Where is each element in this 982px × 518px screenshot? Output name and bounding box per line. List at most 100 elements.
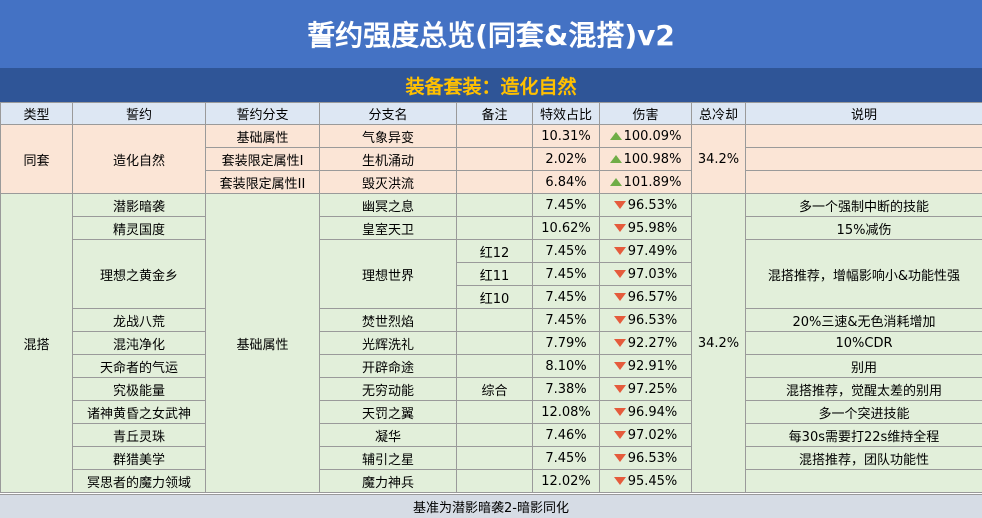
note-cell xyxy=(457,332,533,355)
note-cell xyxy=(457,401,533,424)
effect-pct-cell: 8.10% xyxy=(533,355,600,378)
vow-cell: 青丘灵珠 xyxy=(73,424,206,447)
damage-cell: 97.49% xyxy=(600,240,692,263)
branch-name-cell: 皇室天卫 xyxy=(320,217,457,240)
header-damage: 伤害 xyxy=(600,103,692,125)
effect-pct-cell: 10.31% xyxy=(533,125,600,148)
note-cell xyxy=(457,194,533,217)
damage-value: 97.03% xyxy=(628,267,678,282)
arrow-down-icon xyxy=(614,224,626,232)
effect-pct-cell: 12.08% xyxy=(533,401,600,424)
damage-cell: 96.53% xyxy=(600,194,692,217)
damage-value: 97.25% xyxy=(628,382,678,397)
description-cell: 10%CDR xyxy=(746,332,982,355)
vow-table: 类型 誓约 誓约分支 分支名 备注 特效占比 伤害 总冷却 说明 同套 造化自然… xyxy=(0,102,982,493)
damage-cell: 100.98% xyxy=(600,148,692,171)
damage-value: 92.27% xyxy=(628,336,678,351)
arrow-down-icon xyxy=(614,293,626,301)
damage-cell: 95.98% xyxy=(600,217,692,240)
arrow-up-icon xyxy=(610,155,622,163)
branch-name-cell: 气象异变 xyxy=(320,125,457,148)
arrow-down-icon xyxy=(614,316,626,324)
arrow-down-icon xyxy=(614,408,626,416)
type-cell: 混搭 xyxy=(1,194,73,493)
table-row: 混搭 潜影暗袭 基础属性 幽冥之息 7.45% 96.53% 34.2% 多一个… xyxy=(1,194,982,217)
branch-name-cell: 焚世烈焰 xyxy=(320,309,457,332)
damage-cell: 97.25% xyxy=(600,378,692,401)
table-row: 诸神黄昏之女武神 天罚之翼 12.08% 96.94% 多一个突进技能 xyxy=(1,401,982,424)
effect-pct-cell: 7.45% xyxy=(533,194,600,217)
table-row: 精灵国度 皇室天卫 10.62% 95.98% 15%减伤 xyxy=(1,217,982,240)
note-cell xyxy=(457,148,533,171)
vow-cell: 天命者的气运 xyxy=(73,355,206,378)
description-cell: 15%减伤 xyxy=(746,217,982,240)
arrow-down-icon xyxy=(614,247,626,255)
effect-pct-cell: 7.45% xyxy=(533,240,600,263)
description-cell: 多一个突进技能 xyxy=(746,401,982,424)
effect-pct-cell: 7.79% xyxy=(533,332,600,355)
note-cell xyxy=(457,355,533,378)
vow-cell: 群猎美学 xyxy=(73,447,206,470)
damage-cell: 96.53% xyxy=(600,309,692,332)
damage-cell: 101.89% xyxy=(600,171,692,194)
description-cell: 20%三速&无色消耗增加 xyxy=(746,309,982,332)
effect-pct-cell: 7.45% xyxy=(533,263,600,286)
arrow-down-icon xyxy=(614,270,626,278)
vow-cell: 混沌净化 xyxy=(73,332,206,355)
damage-value: 95.45% xyxy=(628,474,678,489)
note-cell xyxy=(457,171,533,194)
arrow-up-icon xyxy=(610,178,622,186)
vow-cell: 诸神黄昏之女武神 xyxy=(73,401,206,424)
arrow-down-icon xyxy=(614,431,626,439)
type-cell: 同套 xyxy=(1,125,73,194)
description-cell: 每30s需要打22s维持全程 xyxy=(746,424,982,447)
damage-value: 100.09% xyxy=(624,129,682,144)
branch-name-cell: 幽冥之息 xyxy=(320,194,457,217)
damage-value: 97.49% xyxy=(628,244,678,259)
effect-pct-cell: 6.84% xyxy=(533,171,600,194)
vow-cell: 潜影暗袭 xyxy=(73,194,206,217)
damage-cell: 97.02% xyxy=(600,424,692,447)
branch-cell: 基础属性 xyxy=(206,125,320,148)
note-cell xyxy=(457,470,533,493)
note-cell: 红10 xyxy=(457,286,533,309)
arrow-down-icon xyxy=(614,339,626,347)
branch-name-cell: 生机涌动 xyxy=(320,148,457,171)
effect-pct-cell: 7.46% xyxy=(533,424,600,447)
vow-cell: 究极能量 xyxy=(73,378,206,401)
damage-value: 95.98% xyxy=(628,221,678,236)
branch-name-cell: 理想世界 xyxy=(320,240,457,309)
damage-cell: 100.09% xyxy=(600,125,692,148)
branch-name-cell: 光辉洗礼 xyxy=(320,332,457,355)
effect-pct-cell: 10.62% xyxy=(533,217,600,240)
arrow-down-icon xyxy=(614,201,626,209)
vow-cell: 龙战八荒 xyxy=(73,309,206,332)
note-cell xyxy=(457,424,533,447)
header-row: 类型 誓约 誓约分支 分支名 备注 特效占比 伤害 总冷却 说明 xyxy=(1,103,982,125)
note-cell: 红12 xyxy=(457,240,533,263)
arrow-down-icon xyxy=(614,454,626,462)
header-branch-name: 分支名 xyxy=(320,103,457,125)
damage-cell: 96.53% xyxy=(600,447,692,470)
description-cell: 混搭推荐，团队功能性 xyxy=(746,447,982,470)
branch-name-cell: 凝华 xyxy=(320,424,457,447)
note-cell: 综合 xyxy=(457,378,533,401)
branch-name-cell: 无穷动能 xyxy=(320,378,457,401)
note-cell: 红11 xyxy=(457,263,533,286)
damage-value: 96.53% xyxy=(628,198,678,213)
footer-note: 基准为潜影暗袭2-暗影同化 xyxy=(0,494,982,518)
header-vow: 誓约 xyxy=(73,103,206,125)
description-cell: 多一个强制中断的技能 xyxy=(746,194,982,217)
description-cell xyxy=(746,125,982,148)
effect-pct-cell: 7.45% xyxy=(533,447,600,470)
table-row: 理想之黄金乡 理想世界 红12 7.45% 97.49% 混搭推荐，增幅影响小&… xyxy=(1,240,982,263)
description-cell: 混搭推荐，觉醒太差的别用 xyxy=(746,378,982,401)
vow-cell: 精灵国度 xyxy=(73,217,206,240)
damage-cell: 92.27% xyxy=(600,332,692,355)
description-cell: 混搭推荐，增幅影响小&功能性强 xyxy=(746,240,982,309)
damage-value: 97.02% xyxy=(628,428,678,443)
vow-cell: 理想之黄金乡 xyxy=(73,240,206,309)
damage-cell: 96.94% xyxy=(600,401,692,424)
damage-value: 96.57% xyxy=(628,290,678,305)
